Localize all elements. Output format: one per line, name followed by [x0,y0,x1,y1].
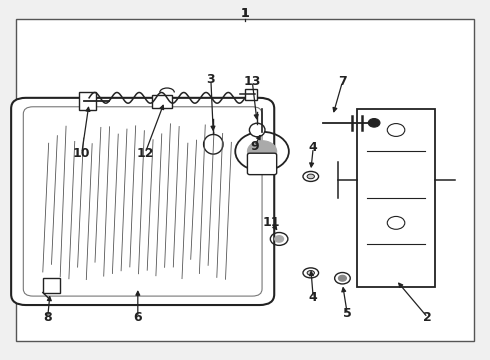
Text: 12: 12 [136,147,154,160]
Circle shape [368,118,380,127]
Circle shape [275,236,284,242]
Bar [357,109,435,287]
Text: 7: 7 [338,75,347,88]
Bar [79,93,97,111]
Ellipse shape [203,134,223,154]
Text: 4: 4 [309,141,318,154]
Text: 2: 2 [423,311,432,324]
Bar [245,89,257,100]
Text: 9: 9 [250,140,259,153]
Text: 5: 5 [343,307,352,320]
Bar [43,278,60,293]
Ellipse shape [303,171,318,181]
Ellipse shape [307,271,315,275]
Text: 6: 6 [133,311,142,324]
Circle shape [247,141,277,162]
Text: 13: 13 [244,75,261,88]
Text: 11: 11 [263,216,281,229]
Bar [152,95,172,108]
FancyBboxPatch shape [11,98,274,305]
Text: 10: 10 [73,147,91,160]
FancyBboxPatch shape [247,153,277,175]
Circle shape [339,275,346,281]
Text: 8: 8 [43,311,52,324]
Text: 4: 4 [309,291,318,305]
Text: 1: 1 [241,8,249,21]
Text: 3: 3 [207,73,215,86]
Ellipse shape [307,174,315,179]
Text: 1: 1 [241,8,249,21]
Ellipse shape [303,268,318,278]
Ellipse shape [249,123,265,137]
